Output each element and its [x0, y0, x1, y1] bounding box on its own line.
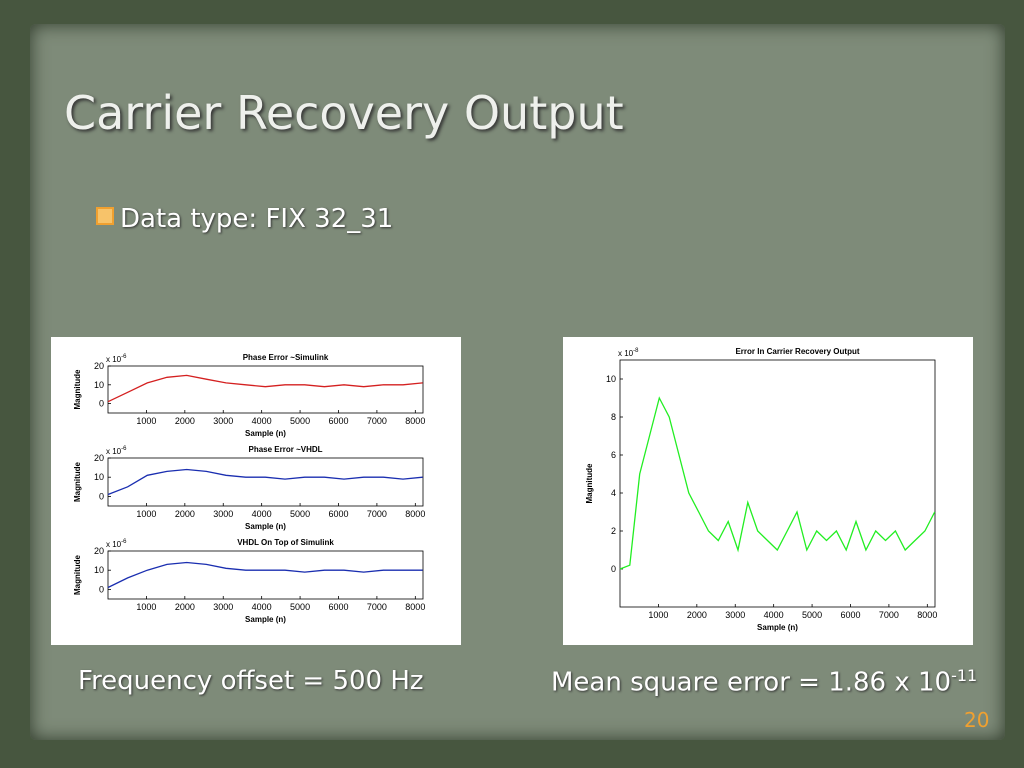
bullet-icon	[96, 207, 114, 225]
x-tick-label: 7000	[367, 509, 387, 519]
multiplier-base: x 10	[106, 355, 122, 364]
x-tick-label: 7000	[879, 610, 899, 620]
x-axis-label: Sample (n)	[757, 623, 798, 632]
x-axis-label: Sample (n)	[245, 615, 286, 624]
x-tick-label: 3000	[213, 602, 233, 612]
data-line	[107, 374, 423, 403]
data-line	[619, 396, 936, 570]
x-tick-label: 1000	[648, 610, 668, 620]
x-tick-label: 8000	[405, 509, 425, 519]
x-tick-label: 3000	[213, 416, 233, 426]
x-tick-label: 5000	[290, 416, 310, 426]
y-tick-label: 8	[611, 412, 616, 422]
multiplier-exponent: -6	[121, 354, 127, 360]
y-tick-label: 0	[99, 491, 104, 501]
x-tick-label: 5000	[290, 602, 310, 612]
y-tick-label: 10	[94, 565, 104, 575]
x-tick-label: 7000	[367, 602, 387, 612]
y-multiplier: x 10-6	[106, 539, 127, 549]
slide-title: Carrier Recovery Output	[64, 86, 624, 140]
x-tick-label: 1000	[136, 509, 156, 519]
x-tick-label: 4000	[764, 610, 784, 620]
x-tick-label: 4000	[252, 509, 272, 519]
bullet-text: Data type: FIX 32_31	[120, 204, 394, 234]
caption-exponent: -11	[951, 666, 978, 685]
x-tick-label: 2000	[687, 610, 707, 620]
x-tick-label: 4000	[252, 416, 272, 426]
caption-left: Frequency offset = 500 Hz	[78, 666, 424, 696]
x-tick-label: 4000	[252, 602, 272, 612]
chart-title: Error In Carrier Recovery Output	[735, 347, 859, 356]
y-tick-label: 4	[611, 488, 616, 498]
y-tick-label: 6	[611, 450, 616, 460]
data-line	[107, 468, 423, 496]
y-axis-label: Magnitude	[73, 461, 82, 502]
data-line	[107, 561, 423, 589]
chart-title: Phase Error ~Simulink	[243, 353, 329, 362]
x-tick-label: 5000	[802, 610, 822, 620]
x-tick-label: 5000	[290, 509, 310, 519]
y-tick-label: 0	[99, 584, 104, 594]
x-axis-label: Sample (n)	[245, 522, 286, 531]
y-axis-label: Magnitude	[585, 463, 594, 504]
y-tick-label: 2	[611, 526, 616, 536]
x-tick-label: 8000	[405, 602, 425, 612]
y-axis-label: Magnitude	[73, 369, 82, 410]
x-tick-label: 8000	[405, 416, 425, 426]
y-tick-label: 20	[94, 361, 104, 371]
chart-title: Phase Error ~VHDL	[248, 445, 322, 454]
multiplier-exponent: -8	[633, 348, 639, 354]
multiplier-base: x 10	[106, 540, 122, 549]
x-axis-label: Sample (n)	[245, 429, 286, 438]
y-tick-label: 0	[611, 564, 616, 574]
plot-frame	[107, 365, 424, 414]
x-tick-label: 6000	[328, 416, 348, 426]
plot-frame	[619, 359, 936, 608]
x-tick-label: 1000	[136, 602, 156, 612]
multiplier-base: x 10	[618, 349, 634, 358]
figure-right: Error In Carrier Recovery Output x 10-8 10…	[563, 337, 973, 645]
plot-frame	[107, 457, 424, 507]
x-tick-label: 6000	[328, 509, 348, 519]
x-tick-label: 8000	[917, 610, 937, 620]
x-tick-label: 2000	[175, 602, 195, 612]
y-tick-label: 10	[606, 374, 616, 384]
chart-title: VHDL On Top of Simulink	[237, 538, 334, 547]
y-tick-label: 10	[94, 472, 104, 482]
y-tick-label: 10	[94, 380, 104, 390]
x-tick-label: 6000	[328, 602, 348, 612]
x-tick-label: 7000	[367, 416, 387, 426]
caption-text: Mean square error = 1.86 x 10	[551, 667, 952, 698]
multiplier-exponent: -6	[121, 539, 127, 545]
y-multiplier: x 10-8	[618, 348, 639, 358]
multiplier-base: x 10	[106, 447, 122, 456]
bullet: Data type: FIX 32_31	[96, 204, 393, 234]
page-number: 20	[964, 708, 990, 732]
x-tick-label: 1000	[136, 416, 156, 426]
y-multiplier: x 10-6	[106, 446, 127, 456]
y-tick-label: 20	[94, 453, 104, 463]
y-tick-label: 0	[99, 399, 104, 409]
y-tick-label: 20	[94, 546, 104, 556]
y-axis-label: Magnitude	[73, 554, 82, 595]
x-tick-label: 3000	[725, 610, 745, 620]
caption-right: Mean square error = 1.86 x 10-11	[551, 666, 977, 698]
plot-frame	[107, 550, 424, 600]
multiplier-exponent: -6	[121, 446, 127, 452]
y-multiplier: x 10-6	[106, 354, 127, 364]
x-tick-label: 2000	[175, 416, 195, 426]
x-tick-label: 6000	[840, 610, 860, 620]
x-tick-label: 3000	[213, 509, 233, 519]
x-tick-label: 2000	[175, 509, 195, 519]
